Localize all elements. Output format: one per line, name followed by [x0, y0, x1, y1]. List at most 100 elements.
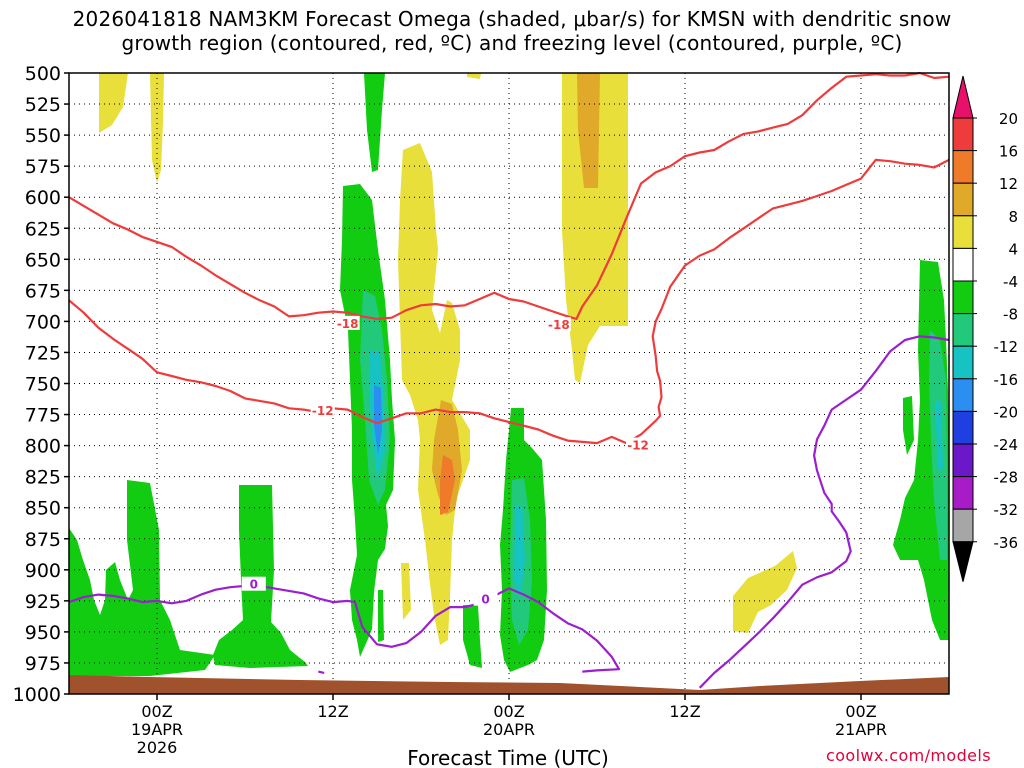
- contour-line: [68, 583, 621, 673]
- omega-shade-yellow: [401, 563, 411, 620]
- colorbar: 20 16 12 8 4 -4 -8 -12 -16 -20 -24 -28 -32 -36: [952, 75, 1019, 582]
- colorbar-label: -20: [994, 403, 1019, 421]
- contour-label-bg: [335, 315, 360, 330]
- y-tick-label: 525: [25, 94, 61, 116]
- omega-shade-red: [440, 455, 455, 515]
- y-tick-label: 800: [25, 436, 61, 458]
- temperature-contours: -18 -18 -12 -12 0 0: [68, 71, 950, 689]
- y-tick-label: 650: [25, 249, 61, 271]
- contour-label: -12: [312, 404, 334, 418]
- colorbar-label: -24: [994, 436, 1019, 454]
- omega-shade-yellow: [398, 143, 470, 645]
- chart-title-line-1: 2026041818 NAM3KM Forecast Omega (shaded…: [72, 7, 952, 31]
- contour-label: 0: [481, 593, 489, 607]
- colorbar-top-arrow: [952, 75, 974, 119]
- y-tick-label: 550: [25, 125, 61, 147]
- y-tick-label: 1000: [13, 684, 61, 706]
- y-axis: 500 525 550 575 600 625 650 675 700 725 750 775 800 8…: [13, 63, 69, 706]
- omega-shade-yellow: [733, 551, 797, 633]
- colorbar-label: 4: [1008, 240, 1018, 258]
- y-tick-label: 950: [25, 622, 61, 644]
- omega-shade-yellow: [562, 73, 628, 383]
- omega-shade-yellow: [467, 73, 481, 79]
- colorbar-label: -12: [994, 338, 1019, 356]
- y-tick-label: 625: [25, 218, 61, 240]
- y-tick-label: 500: [25, 63, 61, 85]
- x-tick-label: 00Z: [845, 702, 876, 721]
- colorbar-label: -8: [1003, 306, 1018, 324]
- x-tick-label: 00Z: [141, 702, 172, 721]
- colorbar-label: 16: [999, 143, 1018, 161]
- y-tick-label: 725: [25, 342, 61, 364]
- contour-line: [68, 158, 950, 445]
- colorbar-bin: [952, 215, 974, 249]
- x-tick-date: 20APR: [483, 720, 535, 739]
- colorbar-label: -36: [994, 534, 1019, 552]
- colorbar-label: -4: [1003, 273, 1018, 291]
- colorbar-bin: [952, 280, 974, 315]
- colorbar-bottom-arrow: [952, 541, 974, 582]
- grid-lines: [69, 73, 949, 694]
- y-tick-label: 750: [25, 374, 61, 396]
- x-tick-label: 00Z: [493, 702, 524, 721]
- contour-label-bg: [310, 402, 335, 417]
- colorbar-bin: [952, 508, 974, 543]
- y-tick-label: 850: [25, 498, 61, 520]
- x-tick-date: 19APR: [131, 720, 183, 739]
- contour-label: -18: [548, 318, 570, 332]
- omega-shade-cyan: [514, 505, 525, 600]
- omega-shade-green: [213, 485, 308, 668]
- omega-shade-green: [463, 605, 482, 668]
- colorbar-bin: [952, 345, 974, 380]
- contour-line: [698, 335, 950, 689]
- colorbar-bin: [952, 313, 974, 347]
- contour-label-bg: [241, 576, 266, 591]
- y-tick-label: 575: [25, 156, 61, 178]
- contour-label: -18: [337, 317, 359, 331]
- colorbar-bin: [952, 378, 974, 412]
- colorbar-bin: [952, 443, 974, 478]
- contour-label: -12: [627, 439, 649, 453]
- omega-shade-yellow: [99, 73, 128, 133]
- chart-title-line-2: growth region (contoured, red, ºC) and f…: [121, 31, 903, 55]
- omega-shade-cyan: [935, 400, 943, 470]
- y-tick-label: 900: [25, 560, 61, 582]
- x-axis-title: Forecast Time (UTC): [407, 746, 609, 768]
- omega-shading: [69, 73, 949, 676]
- colorbar-bin: [952, 247, 974, 282]
- colorbar-label: -28: [994, 469, 1019, 487]
- omega-shade-orange: [577, 73, 600, 188]
- omega-shade-green: [364, 73, 385, 172]
- colorbar-bin: [952, 182, 974, 217]
- contour-line: [318, 670, 325, 674]
- x-tick-date: 21APR: [835, 720, 887, 739]
- contour-label: 0: [250, 578, 258, 592]
- ground-surface: [69, 675, 949, 694]
- colorbar-bin: [952, 410, 974, 445]
- contour-label-bg: [546, 317, 571, 332]
- y-tick-label: 675: [25, 280, 61, 302]
- colorbar-label: 12: [999, 175, 1018, 193]
- contour-label-bg: [473, 591, 498, 606]
- x-tick-label: 12Z: [669, 702, 700, 721]
- y-tick-label: 825: [25, 467, 61, 489]
- colorbar-bin: [952, 476, 974, 510]
- x-tick-label: 12Z: [317, 702, 348, 721]
- x-tick-year: 2026: [137, 738, 178, 757]
- omega-shade-green: [378, 590, 384, 642]
- omega-shade-blue: [374, 385, 382, 455]
- contour-label-bg: [626, 437, 651, 452]
- colorbar-label: 8: [1008, 208, 1018, 226]
- y-tick-label: 600: [25, 187, 61, 209]
- credit-text: coolwx.com/models: [826, 746, 991, 765]
- contour-line: [68, 71, 950, 320]
- y-tick-label: 700: [25, 311, 61, 333]
- colorbar-label: 20: [999, 110, 1018, 128]
- y-tick-label: 925: [25, 591, 61, 613]
- colorbar-bin: [952, 150, 974, 184]
- y-tick-label: 975: [25, 653, 61, 675]
- omega-shade-green: [903, 396, 914, 455]
- y-tick-label: 875: [25, 529, 61, 551]
